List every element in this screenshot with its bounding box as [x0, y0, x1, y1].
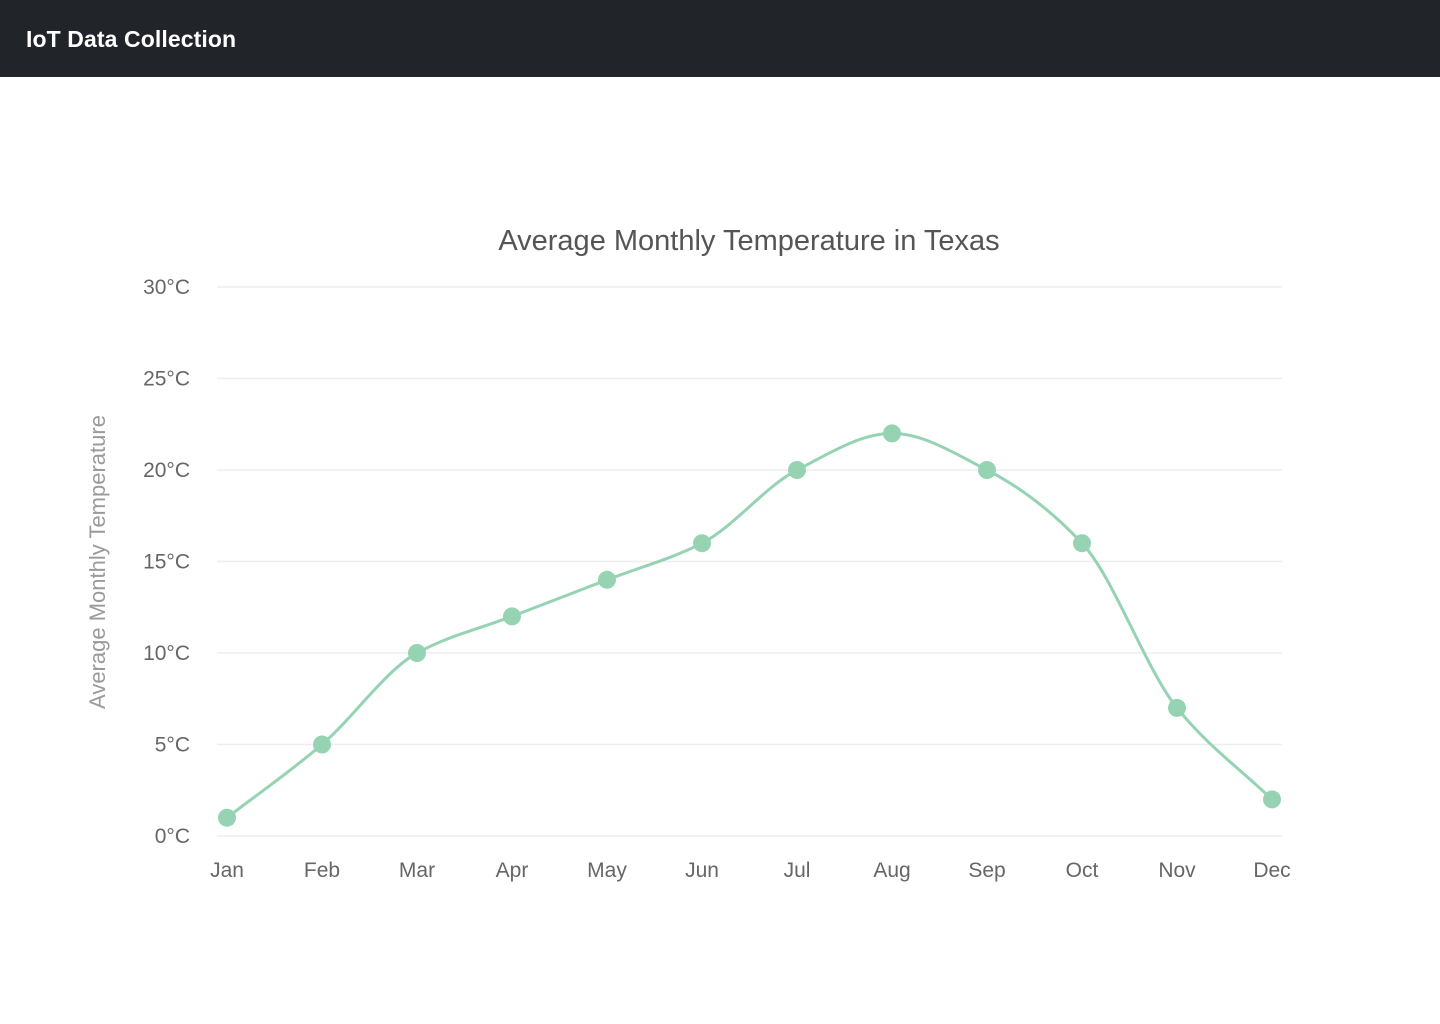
data-point[interactable]	[1263, 790, 1281, 809]
y-tick-label: 0°C	[155, 825, 190, 848]
x-tick-label: Feb	[304, 859, 340, 882]
series-line	[225, 431, 1274, 820]
y-axis-label: Average Monthly Temperature	[85, 415, 110, 709]
y-tick-label: 15°C	[143, 551, 190, 574]
app-header: IoT Data Collection	[0, 0, 1440, 77]
y-tick-label: 20°C	[143, 459, 190, 482]
x-tick-label: Dec	[1253, 859, 1290, 882]
y-gridlines	[217, 286, 1282, 837]
data-point[interactable]	[1073, 534, 1091, 553]
x-tick-label: May	[587, 859, 627, 882]
y-tick-labels: 0°C 5°C 10°C 15°C 20°C 25°C 30°C	[143, 276, 190, 848]
x-tick-label: Oct	[1066, 859, 1099, 882]
x-tick-label: Sep	[968, 859, 1005, 882]
x-tick-label: Apr	[496, 859, 529, 882]
data-point[interactable]	[1168, 698, 1186, 717]
data-point[interactable]	[978, 461, 996, 479]
y-tick-label: 10°C	[143, 642, 190, 665]
y-tick-label: 30°C	[143, 276, 190, 299]
x-tick-label: Aug	[873, 859, 910, 882]
series-lines	[225, 431, 1274, 820]
x-tick-label: Nov	[1158, 859, 1196, 882]
chart-container: 0°C 5°C 10°C 15°C 20°C 25°C 30°C Jan Feb Mar Apr M…	[0, 77, 1440, 1024]
data-point[interactable]	[503, 607, 521, 626]
app-title: IoT Data Collection	[26, 26, 237, 52]
data-point[interactable]	[408, 644, 426, 662]
data-point[interactable]	[883, 424, 901, 443]
y-tick-label: 5°C	[155, 734, 190, 757]
chart-title: Average Monthly Temperature in Texas	[498, 225, 999, 257]
temperature-line-chart: 0°C 5°C 10°C 15°C 20°C 25°C 30°C Jan Feb Mar Apr M…	[85, 225, 1291, 882]
data-point[interactable]	[788, 461, 806, 479]
x-tick-label: Mar	[399, 859, 435, 882]
data-point[interactable]	[313, 735, 331, 754]
x-tick-label: Jan	[210, 859, 244, 882]
x-tick-label: Jul	[784, 859, 811, 882]
data-point[interactable]	[218, 808, 236, 827]
data-points	[218, 424, 1281, 827]
y-tick-label: 25°C	[143, 368, 190, 391]
data-point[interactable]	[598, 570, 616, 589]
x-tick-label: Jun	[685, 859, 719, 882]
x-tick-labels: Jan Feb Mar Apr May Jun Jul Aug Sep Oct Nov Dec	[210, 859, 1291, 882]
data-point[interactable]	[693, 534, 711, 553]
